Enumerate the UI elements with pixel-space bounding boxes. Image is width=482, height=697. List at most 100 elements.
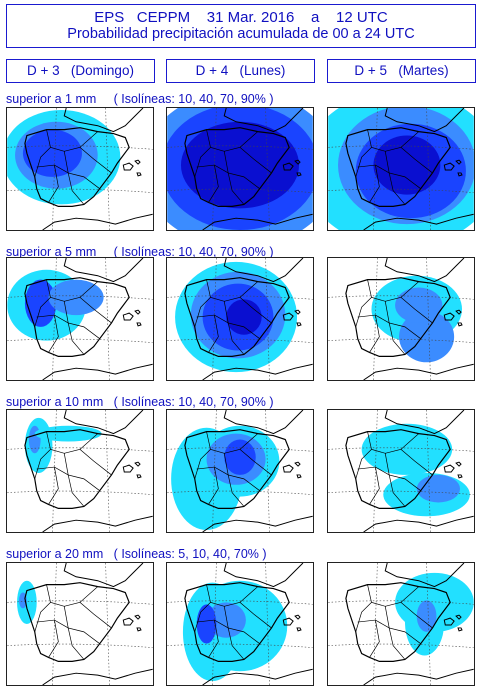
region-border bbox=[388, 172, 406, 205]
probability-area bbox=[17, 580, 37, 624]
region-border bbox=[208, 620, 219, 658]
region-border bbox=[206, 279, 258, 302]
region-border bbox=[194, 602, 211, 632]
coastline bbox=[443, 309, 463, 327]
probability-area bbox=[416, 600, 437, 632]
region-border bbox=[196, 314, 229, 324]
coastline bbox=[63, 108, 144, 133]
region-border bbox=[36, 466, 69, 476]
precip-probability-map bbox=[328, 410, 474, 532]
coastline bbox=[282, 159, 302, 177]
region-border bbox=[63, 606, 100, 644]
region-border bbox=[227, 172, 245, 205]
region-border bbox=[48, 620, 59, 658]
region-border bbox=[400, 602, 433, 629]
region-border bbox=[400, 449, 433, 476]
probability-map-panel bbox=[6, 409, 154, 533]
coastline bbox=[202, 515, 313, 532]
coastline bbox=[42, 363, 153, 380]
region-border bbox=[388, 474, 406, 507]
title-box: EPS CEPPM 31 Mar. 2016 a 12 UTC Probabil… bbox=[6, 4, 476, 48]
region-border bbox=[46, 584, 98, 607]
precip-probability-map bbox=[328, 258, 474, 380]
region-border bbox=[48, 467, 59, 505]
region-border bbox=[63, 301, 100, 339]
region-border bbox=[208, 315, 219, 353]
region-border bbox=[400, 297, 433, 324]
region-border bbox=[369, 165, 380, 203]
day-header-d5: D + 5 (Martes) bbox=[327, 59, 476, 83]
coastline bbox=[202, 213, 313, 230]
region-border bbox=[67, 627, 85, 660]
region-border bbox=[227, 322, 245, 355]
precip-probability-map bbox=[167, 410, 313, 532]
region-border bbox=[357, 164, 390, 174]
coastline bbox=[202, 363, 313, 380]
region-border bbox=[67, 172, 85, 205]
region-border bbox=[355, 602, 372, 632]
coastline bbox=[63, 563, 144, 588]
region-border bbox=[79, 449, 112, 476]
region-border bbox=[357, 314, 390, 324]
precip-probability-map bbox=[7, 410, 153, 532]
title-line-1: EPS CEPPM 31 Mar. 2016 a 12 UTC bbox=[94, 9, 388, 26]
probability-map-panel bbox=[166, 409, 314, 533]
coastline bbox=[443, 159, 463, 177]
probability-area bbox=[361, 423, 453, 475]
coastline bbox=[202, 668, 313, 685]
region-border bbox=[367, 279, 419, 302]
region-border bbox=[208, 165, 219, 203]
row-label-10mm: superior a 10 mm ( Isolíneas: 10, 40, 70… bbox=[6, 395, 274, 409]
region-border bbox=[46, 431, 98, 454]
coastline bbox=[363, 515, 474, 532]
region-border bbox=[34, 602, 51, 632]
region-border bbox=[196, 619, 229, 629]
probability-map-panel bbox=[166, 257, 314, 381]
region-border bbox=[194, 449, 211, 479]
region-border bbox=[239, 297, 272, 324]
day-header-d3: D + 3 (Domingo) bbox=[6, 59, 155, 83]
region-border bbox=[239, 602, 272, 629]
region-border bbox=[239, 449, 272, 476]
region-border bbox=[227, 474, 245, 507]
probability-area bbox=[34, 425, 102, 442]
region-border bbox=[34, 147, 51, 177]
coastline bbox=[223, 410, 304, 435]
probability-area bbox=[395, 287, 443, 323]
precip-probability-map bbox=[7, 563, 153, 685]
region-border bbox=[223, 301, 260, 339]
coastline bbox=[363, 363, 474, 380]
probability-area bbox=[373, 135, 441, 195]
probability-map-panel bbox=[166, 107, 314, 231]
row-label-5mm: superior a 5 mm ( Isolíneas: 10, 40, 70,… bbox=[6, 245, 274, 259]
precip-probability-map bbox=[167, 563, 313, 685]
probability-map-panel bbox=[166, 562, 314, 686]
region-border bbox=[196, 164, 229, 174]
region-border bbox=[36, 619, 69, 629]
probability-area bbox=[399, 311, 455, 363]
row-label-1mm: superior a 1 mm ( Isolíneas: 10, 40, 70,… bbox=[6, 92, 274, 106]
coastline bbox=[42, 668, 153, 685]
region-border bbox=[369, 620, 380, 658]
coastline bbox=[42, 213, 153, 230]
coastline bbox=[223, 563, 304, 588]
coastline bbox=[42, 515, 153, 532]
coastline bbox=[122, 309, 142, 327]
precip-probability-map bbox=[7, 258, 153, 380]
region-border bbox=[357, 619, 390, 629]
probability-map-panel bbox=[6, 107, 154, 231]
region-border bbox=[355, 297, 372, 327]
region-border bbox=[194, 147, 211, 177]
probability-area bbox=[196, 604, 217, 644]
probability-area bbox=[22, 129, 82, 177]
region-border bbox=[48, 165, 59, 203]
region-border bbox=[384, 301, 421, 339]
region-border bbox=[357, 466, 390, 476]
coastline bbox=[384, 108, 465, 133]
region-border bbox=[367, 431, 419, 454]
region-border bbox=[208, 467, 219, 505]
probability-area bbox=[226, 299, 262, 335]
region-border bbox=[63, 151, 100, 189]
coastline bbox=[345, 127, 451, 207]
region-border bbox=[63, 453, 100, 491]
